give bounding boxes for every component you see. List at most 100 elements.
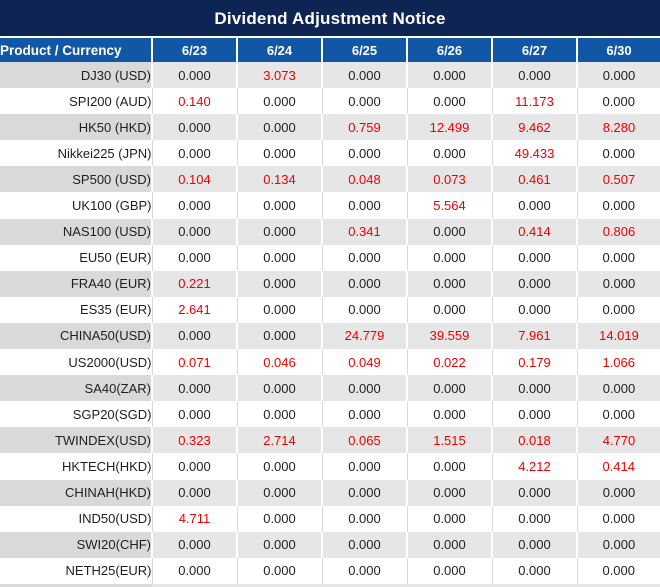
value-cell: 0.000: [236, 453, 322, 480]
value-cell: 0.000: [151, 140, 237, 167]
value-cell: 0.000: [576, 140, 660, 167]
value-cell: 0.000: [576, 62, 660, 89]
value-cell: 0.000: [321, 375, 407, 402]
value-cell: 0.000: [321, 505, 407, 532]
value-cell: 0.018: [491, 427, 577, 454]
value-cell: 0.000: [321, 140, 407, 167]
value-cell: 0.073: [406, 166, 492, 193]
dividend-table: Product / Currency 6/23 6/24 6/25 6/26 6…: [0, 38, 660, 584]
value-cell: 0.000: [576, 270, 660, 297]
value-cell: 0.000: [576, 375, 660, 402]
value-cell: 0.000: [321, 270, 407, 297]
value-cell: 0.000: [236, 244, 322, 271]
value-cell: 0.000: [151, 114, 237, 141]
value-cell: 0.000: [321, 453, 407, 480]
product-cell: NETH25(EUR): [0, 557, 152, 584]
value-cell: 0.046: [236, 349, 322, 376]
value-cell: 0.000: [491, 62, 577, 89]
table-row: CHINA50(USD) 0.000 0.000 24.779 39.559 7.961 1…: [0, 322, 660, 350]
value-cell: 0.000: [151, 218, 237, 245]
next-row-sliver: [0, 583, 660, 587]
value-cell: 0.000: [406, 557, 492, 584]
value-cell: 0.000: [406, 270, 492, 297]
table-row: Nikkei225 (JPN) 0.000 0.000 0.000 0.000 49.43…: [0, 140, 660, 167]
value-cell: 0.065: [321, 427, 407, 454]
value-cell: 0.000: [576, 557, 660, 584]
value-cell: 0.507: [576, 166, 660, 193]
value-cell: 0.022: [406, 349, 492, 376]
column-header-date: 6/24: [236, 38, 322, 62]
value-cell: 0.000: [321, 531, 407, 558]
value-cell: 5.564: [406, 192, 492, 219]
value-cell: 0.000: [321, 244, 407, 271]
value-cell: 0.049: [321, 349, 407, 376]
value-cell: 0.000: [576, 531, 660, 558]
table-row: SP500 (USD) 0.104 0.134 0.048 0.073 0.461 0.50…: [0, 166, 660, 193]
value-cell: 0.323: [151, 427, 237, 454]
table-row: CHINAH(HKD) 0.000 0.000 0.000 0.000 0.000 0.00…: [0, 479, 660, 506]
value-cell: 0.000: [406, 401, 492, 428]
column-header-product: Product / Currency: [0, 38, 152, 62]
product-cell: TWINDEX(USD): [0, 427, 152, 454]
product-cell: FRA40 (EUR): [0, 270, 152, 297]
value-cell: 0.000: [491, 375, 577, 402]
value-cell: 0.000: [151, 192, 237, 219]
value-cell: 0.000: [236, 218, 322, 245]
value-cell: 0.341: [321, 218, 407, 245]
product-cell: Nikkei225 (JPN): [0, 140, 152, 167]
value-cell: 0.461: [491, 166, 577, 193]
value-cell: 0.000: [491, 270, 577, 297]
value-cell: 0.000: [321, 88, 407, 115]
value-cell: 0.000: [491, 531, 577, 558]
value-cell: 0.000: [151, 401, 237, 428]
value-cell: 0.000: [406, 88, 492, 115]
value-cell: 0.000: [236, 88, 322, 115]
value-cell: 0.000: [406, 531, 492, 558]
title-separator: [0, 36, 660, 38]
value-cell: 0.000: [491, 244, 577, 271]
value-cell: 0.000: [406, 218, 492, 245]
value-cell: 0.000: [491, 296, 577, 323]
value-cell: 4.212: [491, 453, 577, 480]
value-cell: 11.173: [491, 88, 577, 115]
value-cell: 0.000: [576, 296, 660, 323]
value-cell: 0.000: [406, 62, 492, 89]
value-cell: 0.000: [236, 375, 322, 402]
value-cell: 0.000: [151, 479, 237, 506]
product-cell: CHINAH(HKD): [0, 479, 152, 506]
value-cell: 24.779: [321, 322, 407, 350]
table-row: SA40(ZAR) 0.000 0.000 0.000 0.000 0.000 0.000: [0, 375, 660, 402]
value-cell: 49.433: [491, 140, 577, 167]
value-cell: 0.000: [406, 375, 492, 402]
product-cell: SWI20(CHF): [0, 531, 152, 558]
value-cell: 0.134: [236, 166, 322, 193]
value-cell: 0.806: [576, 218, 660, 245]
column-header-date: 6/25: [321, 38, 407, 62]
value-cell: 0.000: [151, 62, 237, 89]
value-cell: 0.000: [321, 296, 407, 323]
product-cell: UK100 (GBP): [0, 192, 152, 219]
value-cell: 0.000: [406, 479, 492, 506]
product-cell: IND50(USD): [0, 505, 152, 532]
value-cell: 0.000: [236, 479, 322, 506]
value-cell: 3.073: [236, 62, 322, 89]
value-cell: 0.000: [236, 296, 322, 323]
table-row: EU50 (EUR) 0.000 0.000 0.000 0.000 0.000 0.000: [0, 244, 660, 271]
product-cell: SA40(ZAR): [0, 375, 152, 402]
value-cell: 0.000: [236, 114, 322, 141]
value-cell: 0.000: [236, 531, 322, 558]
value-cell: 0.000: [151, 375, 237, 402]
value-cell: 0.759: [321, 114, 407, 141]
product-cell: ES35 (EUR): [0, 296, 152, 323]
value-cell: 0.104: [151, 166, 237, 193]
value-cell: 0.000: [151, 244, 237, 271]
value-cell: 0.221: [151, 270, 237, 297]
value-cell: 0.000: [491, 479, 577, 506]
value-cell: 9.462: [491, 114, 577, 141]
value-cell: 1.515: [406, 427, 492, 454]
value-cell: 0.000: [321, 479, 407, 506]
page-title: Dividend Adjustment Notice: [0, 0, 660, 36]
column-header-date: 6/26: [406, 38, 492, 62]
value-cell: 0.000: [321, 557, 407, 584]
